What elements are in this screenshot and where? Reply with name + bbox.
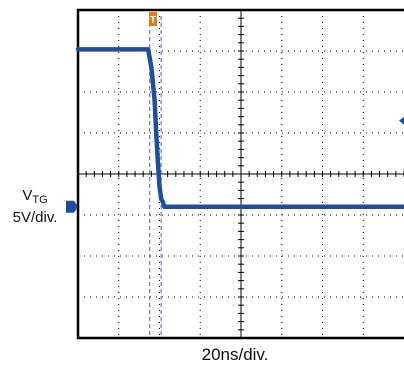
channel-ground-marker	[66, 200, 78, 213]
time-scale-label: 20ns/div.	[201, 345, 269, 364]
vertical-scale-label: 5V/div.	[12, 209, 58, 226]
trigger-marker-label: T	[150, 15, 156, 26]
waveform-trace	[75, 47, 404, 210]
channel-name: V	[22, 187, 33, 204]
plot-frame	[76, 8, 404, 340]
channel-subscript: TG	[32, 194, 48, 206]
channel-label: VTG 5V/div.	[4, 187, 66, 226]
trigger-level-marker	[399, 116, 404, 125]
trigger-marker	[148, 12, 157, 26]
